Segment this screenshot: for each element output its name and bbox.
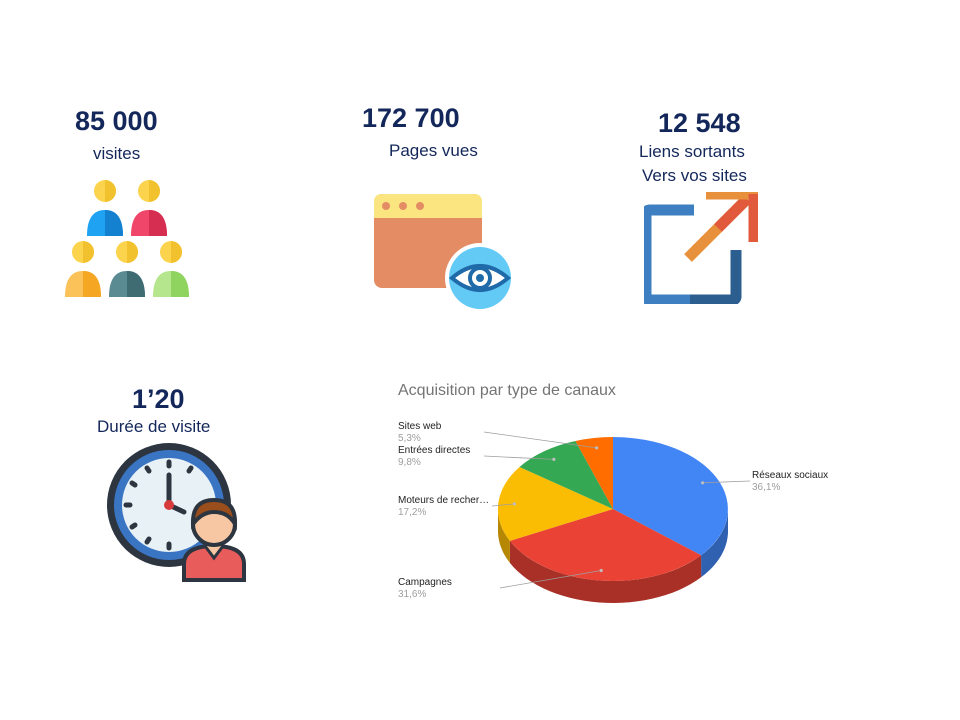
duration-label: Durée de visite xyxy=(97,417,211,436)
label-pct-moteurs-de-recher: 17,2% xyxy=(398,507,426,518)
slice-campagnes xyxy=(509,509,702,581)
label-pct-campagnes: 31,6% xyxy=(398,589,426,600)
slice-entrees-directes xyxy=(519,441,613,509)
leader-line-reseaux-sociaux xyxy=(702,480,751,484)
leader-dot-reseaux-sociaux xyxy=(701,481,705,485)
leader-dot-entrees-directes xyxy=(552,457,556,461)
pageviews-label: Pages vues xyxy=(389,141,478,160)
slice-reseaux-sociaux xyxy=(613,437,728,556)
browser-eye-icon xyxy=(374,194,515,313)
leader-line-moteurs-de-recher xyxy=(491,503,515,507)
people-group-icon xyxy=(65,180,189,297)
leader-line-campagnes xyxy=(499,570,602,589)
label-name-entrees-directes: Entrées directes xyxy=(398,445,470,456)
slice-side-reseaux-sociaux xyxy=(701,509,728,578)
slice-side-campagnes xyxy=(509,540,702,603)
label-name-campagnes: Campagnes xyxy=(398,577,452,588)
leader-line-sites-web xyxy=(483,431,597,449)
slice-sites-web xyxy=(575,437,613,509)
visits-value: 85 000 xyxy=(75,106,158,136)
outlinks-label-line1: Liens sortants xyxy=(639,142,745,161)
label-pct-reseaux-sociaux: 36,1% xyxy=(752,482,780,493)
pageviews-value: 172 700 xyxy=(362,103,460,133)
outlinks-value: 12 548 xyxy=(658,108,741,138)
label-name-reseaux-sociaux: Réseaux sociaux xyxy=(752,470,828,481)
external-link-icon xyxy=(644,192,758,304)
leader-dot-moteurs-de-recher xyxy=(512,502,516,506)
chart-title: Acquisition par type de canaux xyxy=(398,382,616,399)
slice-side-moteurs-de-recher xyxy=(498,509,510,563)
outlinks-label-line2: Vers vos sites xyxy=(642,166,747,185)
label-pct-sites-web: 5,3% xyxy=(398,433,421,444)
label-name-sites-web: Sites web xyxy=(398,421,442,432)
leader-line-entrees-directes xyxy=(483,455,554,460)
acquisition-pie-chart: Acquisition par type de canaux Réseaux s… xyxy=(398,382,828,603)
clock-person-icon xyxy=(107,443,246,582)
duration-value: 1’20 xyxy=(132,384,185,414)
leader-dot-campagnes xyxy=(599,568,603,573)
visits-label: visites xyxy=(93,144,141,163)
label-pct-entrees-directes: 9,8% xyxy=(398,457,421,468)
leader-dot-sites-web xyxy=(595,446,599,450)
slice-moteurs-de-recher xyxy=(497,467,613,541)
label-name-moteurs-de-recher: Moteurs de recher… xyxy=(398,495,489,506)
